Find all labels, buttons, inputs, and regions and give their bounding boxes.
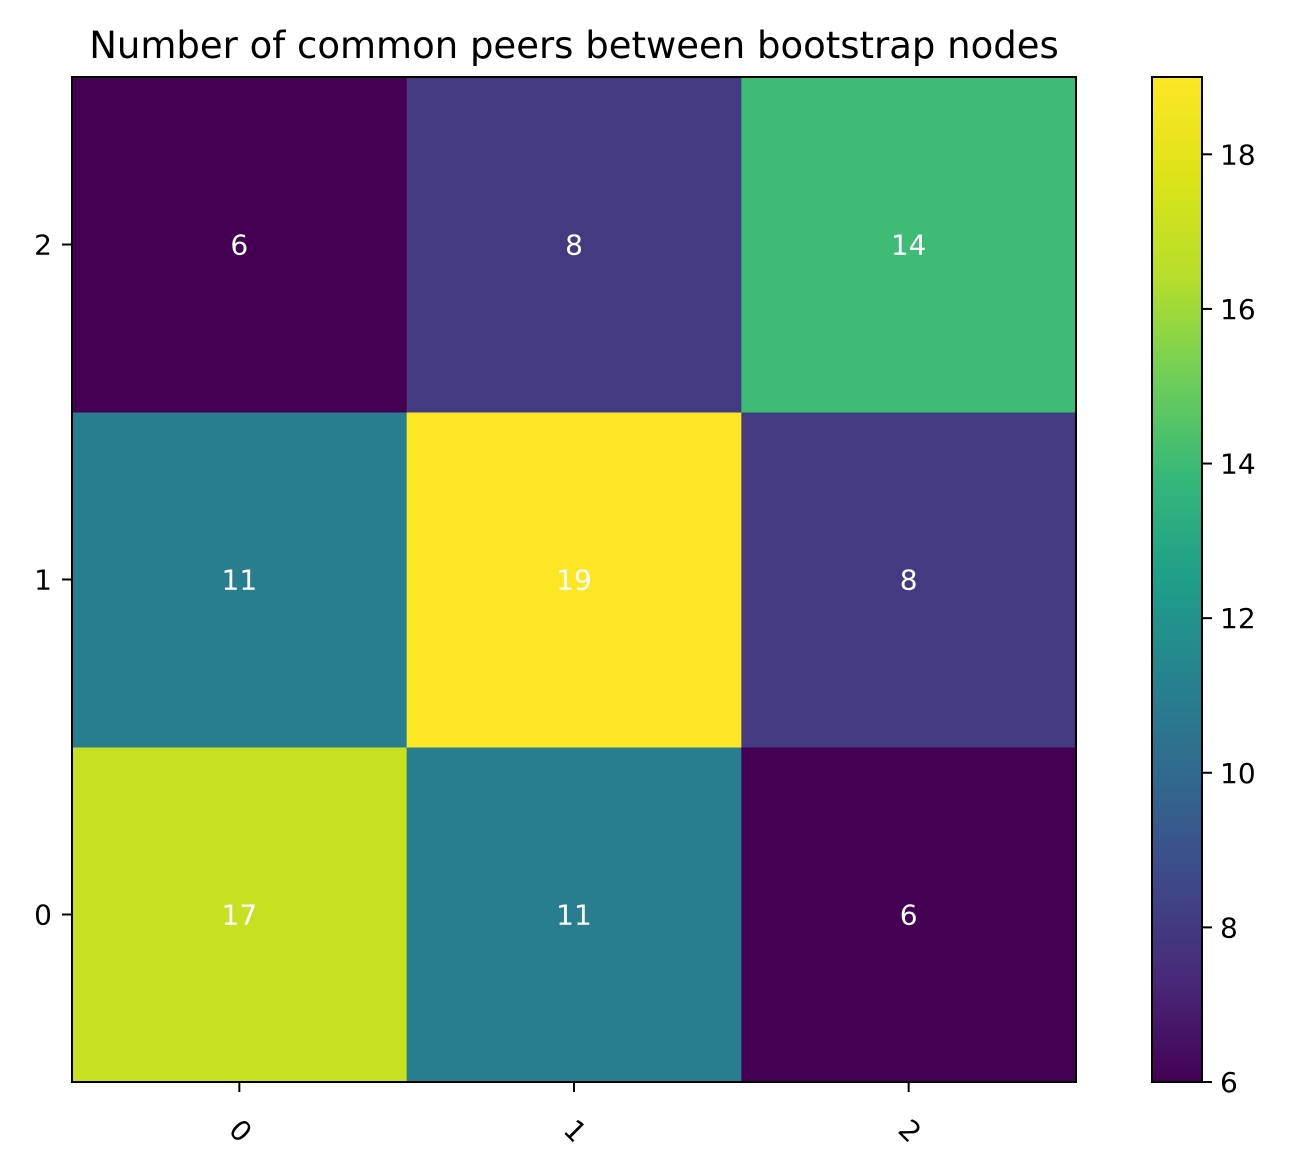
colorbar-frame	[1151, 76, 1203, 1083]
cell-value-label-1-1: 19	[556, 564, 592, 597]
heatmap-cell-2-1	[406, 77, 742, 413]
colorbar-tick-label-2: 10	[1220, 757, 1256, 790]
cell-value-label-0-1: 11	[556, 899, 592, 932]
colorbar-tick-label-3: 12	[1220, 602, 1256, 635]
cell-value-label-2-0: 6	[230, 229, 248, 262]
colorbar-ticks: 6 8 10 12 14 16 18	[1202, 138, 1256, 1099]
colorbar-tick-label-1: 8	[1220, 911, 1238, 944]
cell-value-label-1-2: 8	[900, 564, 918, 597]
cell-value-label-1-0: 11	[222, 564, 258, 597]
heatmap-cell-1-2	[741, 412, 1077, 748]
cell-value-label-2-1: 8	[565, 229, 583, 262]
x-tick-label-2: 2	[892, 1113, 928, 1149]
x-axis: 0 1 2	[222, 1082, 928, 1149]
x-tick-label-0: 0	[222, 1113, 258, 1149]
cell-value-label-2-2: 14	[891, 229, 927, 262]
cell-value-label-0-0: 17	[222, 899, 258, 932]
x-tick-label-1: 1	[557, 1113, 593, 1149]
y-tick-label-0: 0	[34, 899, 52, 932]
y-tick-label-1: 1	[34, 564, 52, 597]
heatmap-cells	[72, 77, 1077, 1083]
y-tick-label-2: 2	[34, 229, 52, 262]
heatmap-cell-labels: 17 11 6 11 19 8 6 8 14	[222, 229, 927, 932]
heatmap-cell-1-0	[72, 412, 408, 748]
colorbar-tick-label-4: 14	[1220, 448, 1256, 481]
heatmap-cell-0-1	[406, 747, 742, 1083]
cell-value-label-0-2: 6	[900, 899, 918, 932]
heatmap-cell-0-0	[72, 747, 408, 1083]
heatmap-cell-2-0	[72, 77, 408, 413]
colorbar-tick-label-6: 18	[1220, 138, 1256, 171]
chart-title: Number of common peers between bootstrap…	[89, 24, 1059, 67]
heatmap-cell-2-2	[741, 77, 1077, 413]
colorbar: 6 8 10 12 14 16 18	[1151, 76, 1256, 1099]
y-axis: 0 1 2	[34, 229, 72, 932]
heatmap-cell-0-2	[741, 747, 1077, 1083]
colorbar-tick-label-0: 6	[1220, 1066, 1238, 1099]
heatmap-cell-1-1	[406, 412, 742, 748]
colorbar-gradient	[1152, 77, 1202, 1082]
colorbar-tick-label-5: 16	[1220, 293, 1256, 326]
